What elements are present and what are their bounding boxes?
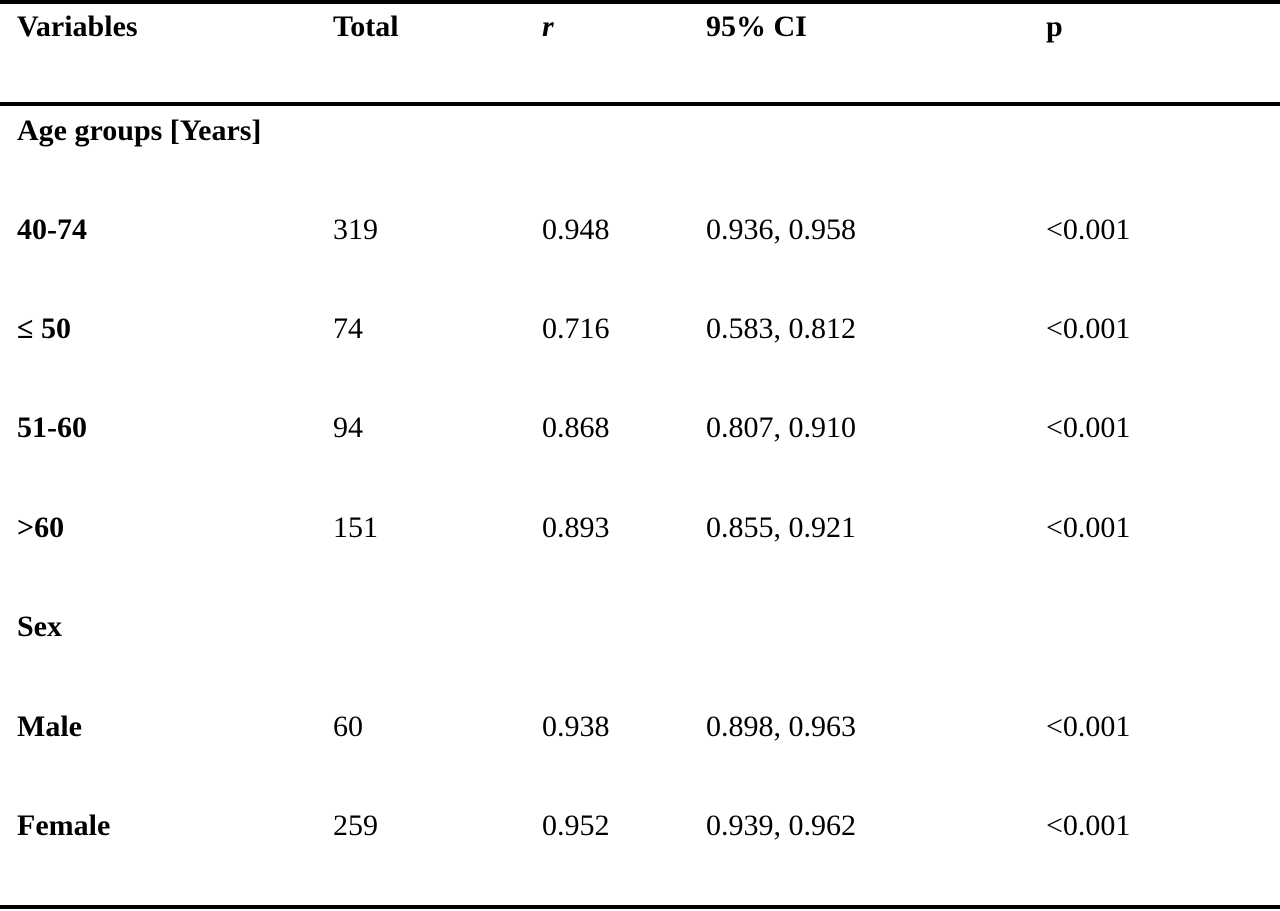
row-total: 74 (333, 312, 363, 345)
row-r: 0.893 (542, 511, 610, 544)
row-ci: 0.583, 0.812 (706, 312, 856, 345)
row-label: 51-60 (17, 411, 87, 444)
row-r: 0.716 (542, 312, 610, 345)
row-p: <0.001 (1046, 213, 1131, 246)
row-total: 259 (333, 809, 378, 842)
row-r: 0.948 (542, 213, 610, 246)
header-r: r (542, 10, 554, 43)
row-r: 0.938 (542, 710, 610, 743)
row-ci: 0.936, 0.958 (706, 213, 856, 246)
row-p: <0.001 (1046, 710, 1131, 743)
row-total: 151 (333, 511, 378, 544)
table-top-rule (0, 0, 1280, 4)
row-p: <0.001 (1046, 312, 1131, 345)
row-total: 319 (333, 213, 378, 246)
row-total: 60 (333, 710, 363, 743)
row-label: 40-74 (17, 213, 87, 246)
row-p: <0.001 (1046, 809, 1131, 842)
table-header-rule (0, 102, 1280, 106)
header-p: p (1046, 10, 1063, 43)
row-label: ≤ 50 (17, 312, 71, 345)
row-ci: 0.807, 0.910 (706, 411, 856, 444)
row-p: <0.001 (1046, 511, 1131, 544)
row-label: Male (17, 710, 82, 743)
header-variables: Variables (17, 10, 138, 43)
row-p: <0.001 (1046, 411, 1131, 444)
row-label: Age groups [Years] (17, 114, 262, 147)
row-label: Female (17, 809, 111, 842)
row-label: Sex (17, 610, 62, 643)
row-ci: 0.939, 0.962 (706, 809, 856, 842)
row-ci: 0.898, 0.963 (706, 710, 856, 743)
header-total: Total (333, 10, 399, 43)
header-ci: 95% CI (706, 10, 807, 43)
row-total: 94 (333, 411, 363, 444)
row-r: 0.868 (542, 411, 610, 444)
row-r: 0.952 (542, 809, 610, 842)
row-ci: 0.855, 0.921 (706, 511, 856, 544)
row-label: >60 (17, 511, 65, 544)
table-bottom-rule (0, 905, 1280, 909)
